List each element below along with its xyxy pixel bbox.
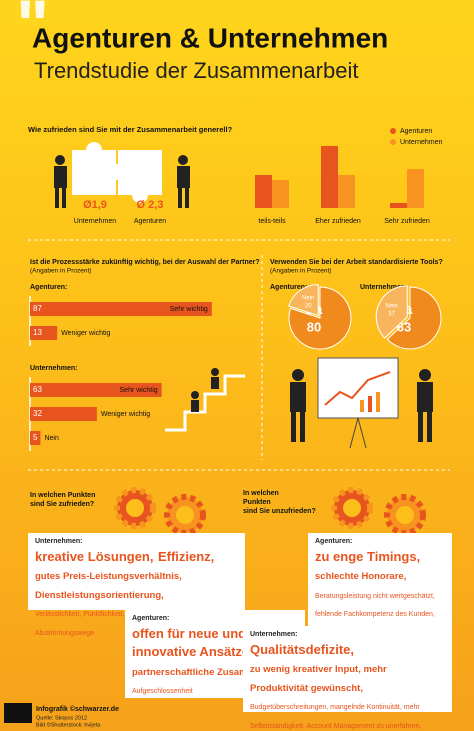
puzzle-illustration — [54, 142, 190, 208]
chart-title: Wie zufrieden sind Sie mit der Zusammena… — [28, 125, 233, 134]
value-label: 32 — [33, 409, 42, 418]
question: In welchen Punkten — [30, 492, 95, 499]
bar — [30, 407, 97, 421]
highlight-text: Qualitätsdefizite, — [250, 642, 355, 658]
question: sind Sie unzufrieden? — [243, 508, 316, 515]
bar-label: Weniger wichtig — [101, 411, 150, 418]
legend-swatch — [390, 128, 396, 134]
secondary-text: zu wenig kreativer Input, mehr Produktiv… — [250, 664, 387, 694]
box-label: Agenturen: — [132, 615, 170, 622]
slice-value: 20 — [305, 303, 312, 309]
group-label: Unternehmen: — [30, 365, 77, 372]
x-tick-label: Sehr zufrieden — [384, 218, 430, 225]
box-label: Unternehmen: — [250, 631, 298, 638]
footer-credit: Infografik ©schwarzer.de — [36, 705, 119, 713]
question: sind Sie zufrieden? — [30, 501, 94, 508]
footer-source: Quelle: Skopos 2012 — [36, 715, 87, 721]
footer-image: Bild ©Shutterstock: hvijeta — [36, 721, 101, 728]
box-label: Unternehmen: — [35, 538, 83, 545]
value-label: 13 — [33, 328, 42, 337]
slice-label: Nein — [385, 304, 397, 310]
bar-label: Nein — [44, 435, 59, 442]
legend-swatch — [390, 139, 396, 145]
secondary-text: partnerschaftliche Zusammenarbeit, — [132, 666, 296, 678]
grade: Ø 2,3 — [137, 199, 164, 211]
pie-slice — [288, 284, 319, 317]
detail-text: Verlässlichkeit, Pünktlichkeit, gute Bet… — [35, 611, 177, 619]
title: Agenturen & Unternehmen — [32, 22, 388, 53]
secondary-text: Dienstleistungsorientierung, — [35, 589, 164, 601]
chart-title: Ist die Prozessstärke zukünftig wichtig,… — [30, 259, 260, 266]
highlight-text: Effizienz, — [157, 549, 215, 565]
slice-value: 80 — [307, 319, 321, 334]
bar — [390, 203, 407, 208]
satisfied-box: Agenturen: offen für neue und innovative… — [125, 610, 305, 698]
bar — [338, 175, 355, 208]
bar — [30, 326, 58, 340]
presentation-illustration — [290, 357, 433, 449]
bar — [30, 302, 212, 316]
slice-label: Nein — [302, 295, 314, 301]
grade-name: Unternehmen — [74, 218, 117, 225]
x-tick-label: Eher zufrieden — [315, 218, 361, 225]
bar — [321, 146, 338, 208]
quote-mark: " — [16, 0, 49, 63]
secondary-text: gutes Preis-Leistungsverhältnis, — [35, 571, 182, 583]
bar — [272, 180, 289, 208]
detail-text: Aufgeschlossenheit — [132, 688, 193, 696]
logo — [4, 703, 32, 723]
grade: Ø1,9 — [83, 199, 107, 211]
question: In welchen — [243, 490, 279, 497]
slice-value: 37 — [388, 312, 395, 318]
pie-slice — [386, 286, 442, 350]
bar — [255, 175, 272, 208]
bar-label: Weniger wichtig — [61, 330, 110, 337]
value-label: 63 — [33, 385, 42, 394]
highlight-text: offen für neue und innovative Ansätze, — [132, 626, 253, 660]
detail-text: Budgetüberschreitungen, mangelnde Kontin… — [250, 704, 422, 730]
bar-label: Sehr wichtig — [120, 387, 158, 394]
group-label: Agenturen: — [30, 284, 67, 291]
satisfied-box: Unternehmen: kreative Lösungen, Effizien… — [28, 533, 245, 637]
pie-slice — [375, 285, 408, 339]
bar-label: Sehr wichtig — [170, 306, 208, 313]
legend-label: Unternehmen — [400, 139, 443, 146]
secondary-text: schlechte Honorare, — [315, 571, 407, 583]
value-label: 5 — [33, 433, 38, 442]
x-tick-label: teils-teils — [258, 218, 286, 225]
bar — [30, 383, 162, 397]
box-label: Agenturen: — [315, 538, 353, 545]
chart-title: Verwenden Sie bei der Arbeit standardisi… — [270, 259, 443, 266]
pie-label: Agenturen: — [270, 284, 307, 291]
chart-subtitle: (Angaben in Prozent) — [270, 268, 331, 275]
dissatisfied-box: Unternehmen: Qualitätsdefizite, zu wenig… — [243, 626, 452, 730]
question: Punkten — [243, 499, 271, 506]
bar — [30, 431, 41, 445]
pie-slice — [288, 286, 352, 350]
dissatisfied-box: Agenturen: zu enge Timings, schlechte Ho… — [308, 533, 452, 655]
value-label: 87 — [33, 304, 42, 313]
bar — [407, 169, 424, 208]
pie-label: Unternehmen: — [360, 284, 407, 291]
grade-name: Agenturen — [134, 218, 166, 225]
highlight-text: kreative Lösungen, — [35, 549, 154, 565]
chart-subtitle: (Angaben in Prozent) — [30, 268, 91, 275]
stairs-illustration — [165, 368, 245, 432]
highlight-text: zu enge Timings, — [315, 549, 421, 565]
subtitle: Trendstudie der Zusammenarbeit — [34, 58, 358, 83]
legend-label: Agenturen — [400, 128, 432, 135]
